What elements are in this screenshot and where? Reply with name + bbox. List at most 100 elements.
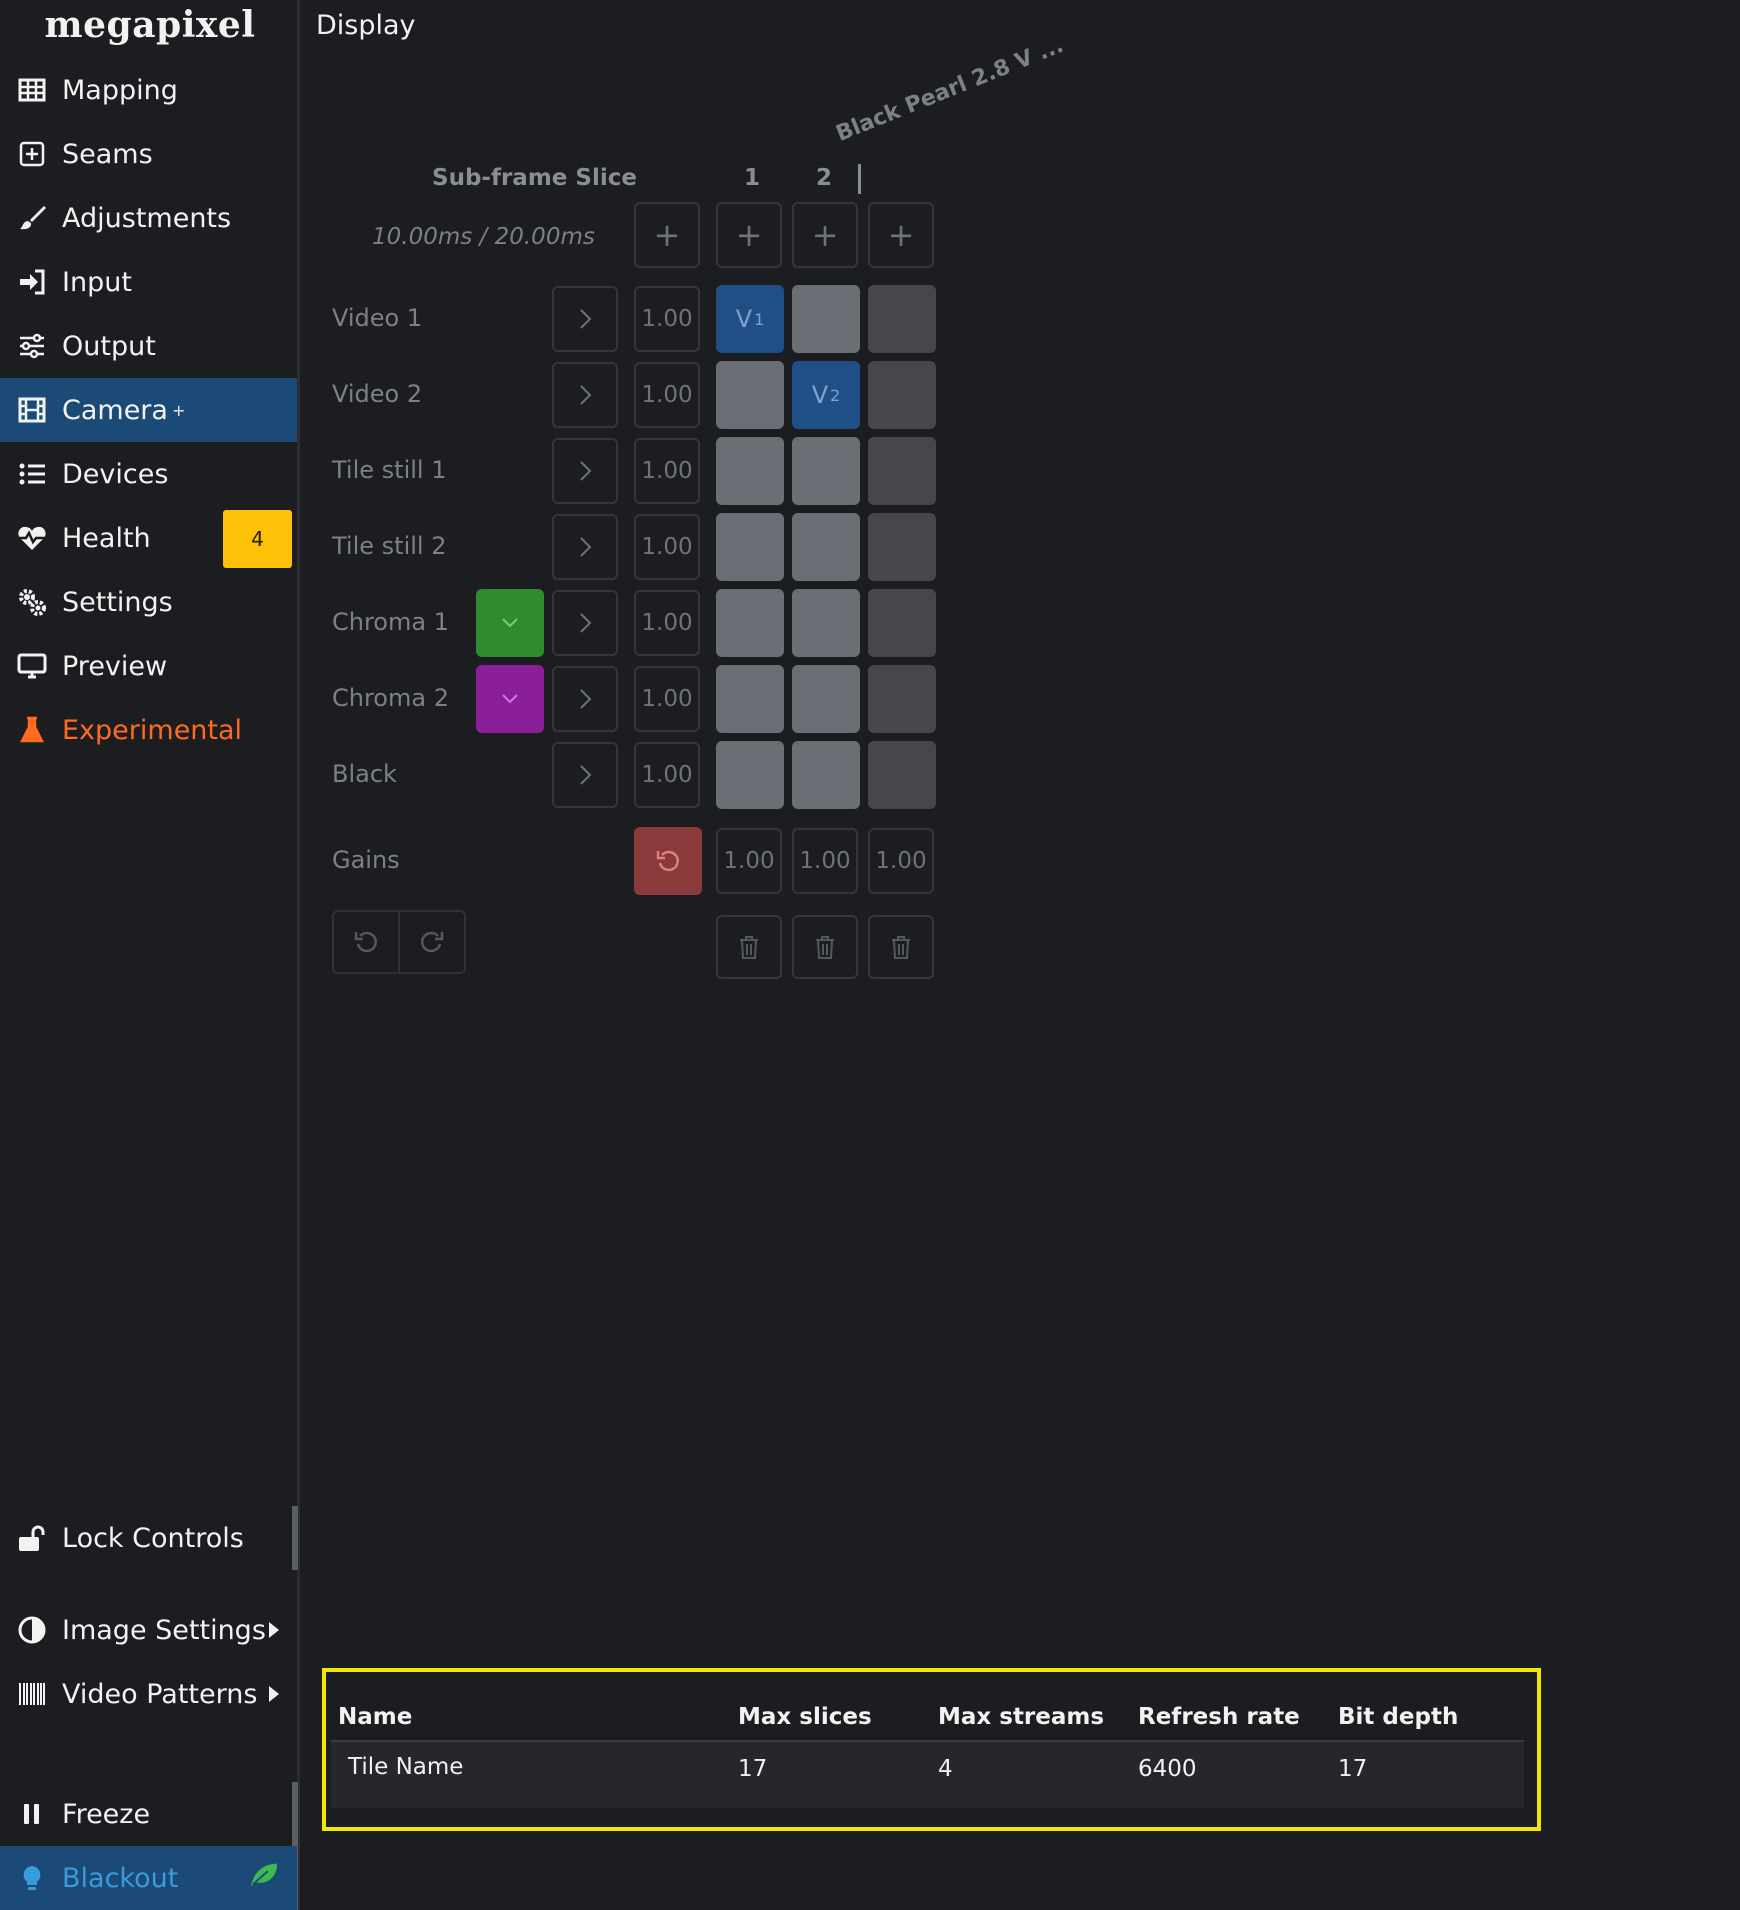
trash-icon <box>816 936 834 959</box>
chevron-down-icon <box>502 618 518 628</box>
slice-gain-input[interactable]: 1.00 <box>868 828 934 894</box>
camera-superscript: + <box>171 400 186 420</box>
sidebar-item-experimental[interactable]: Experimental <box>0 698 297 762</box>
blackout-button[interactable]: Blackout <box>0 1846 297 1910</box>
slice-cell[interactable] <box>868 513 936 581</box>
heartbeat-icon <box>16 522 48 554</box>
sidebar-item-input[interactable]: Input <box>0 250 297 314</box>
add-row-button[interactable]: + <box>634 202 700 268</box>
column-header-bit-depth: Bit depth <box>1338 1704 1459 1730</box>
chroma-color-picker[interactable] <box>476 665 544 733</box>
sliders-icon <box>16 330 48 362</box>
slice-gain-input[interactable]: 1.00 <box>792 828 858 894</box>
row-label: Video 1 <box>332 304 423 332</box>
sidebar-item-adjustments[interactable]: Adjustments <box>0 186 297 250</box>
add-slice-button[interactable]: + <box>716 202 782 268</box>
sidebar-item-label: Input <box>62 266 132 298</box>
plus-icon: + <box>653 216 681 254</box>
row-gain-input[interactable]: 1.00 <box>634 590 700 656</box>
sidebar-item-preview[interactable]: Preview <box>0 634 297 698</box>
slice-cell[interactable] <box>716 513 784 581</box>
expand-row-button[interactable] <box>552 286 618 352</box>
expand-row-button[interactable] <box>552 438 618 504</box>
image-settings-menu[interactable]: Image Settings <box>0 1598 297 1662</box>
list-icon <box>16 458 48 490</box>
row-gain-input[interactable]: 1.00 <box>634 666 700 732</box>
video-patterns-menu[interactable]: Video Patterns <box>0 1662 297 1726</box>
row-gain-input[interactable]: 1.00 <box>634 286 700 352</box>
sidebar-item-label: Preview <box>62 650 168 682</box>
delete-slice-button[interactable] <box>868 915 934 979</box>
undo-button[interactable] <box>334 912 400 972</box>
lock-controls-button[interactable]: Lock Controls <box>0 1506 297 1570</box>
slice-gain-input[interactable]: 1.00 <box>716 828 782 894</box>
add-slice-button[interactable]: + <box>868 202 934 268</box>
subframe-slice-label: Sub-frame Slice <box>432 165 637 191</box>
slice-cell[interactable] <box>716 361 784 429</box>
freeze-button[interactable]: Freeze <box>0 1782 297 1846</box>
undo-redo-group <box>332 910 466 974</box>
plus-icon: + <box>811 216 839 254</box>
chevron-right-icon <box>580 689 592 709</box>
slice-cell[interactable] <box>792 437 860 505</box>
device-column-header: Black Pearl 2.8 V ... <box>832 32 1068 147</box>
scrollbar-thumb[interactable] <box>292 1506 298 1570</box>
row-gain-input[interactable]: 1.00 <box>634 362 700 428</box>
slice-cell[interactable] <box>716 665 784 733</box>
expand-row-button[interactable] <box>552 362 618 428</box>
slice-cell[interactable] <box>868 665 936 733</box>
delete-slice-button[interactable] <box>792 915 858 979</box>
freeze-label: Freeze <box>62 1798 151 1830</box>
slice-cell[interactable] <box>716 741 784 809</box>
slice-cell[interactable] <box>716 437 784 505</box>
slice-cell[interactable] <box>868 437 936 505</box>
plus-icon: + <box>735 216 763 254</box>
sidebar-item-settings[interactable]: Settings <box>0 570 297 634</box>
table-row[interactable]: Tile Name 17 4 6400 17 <box>331 1740 1524 1808</box>
expand-row-button[interactable] <box>552 742 618 808</box>
chevron-right-icon <box>580 461 592 481</box>
expand-row-button[interactable] <box>552 590 618 656</box>
slice-cell[interactable] <box>792 741 860 809</box>
chroma-color-picker[interactable] <box>476 589 544 657</box>
slice-cell[interactable] <box>792 589 860 657</box>
row-gain-input[interactable]: 1.00 <box>634 514 700 580</box>
expand-row-button[interactable] <box>552 666 618 732</box>
slice-cell[interactable] <box>868 741 936 809</box>
sidebar-item-mapping[interactable]: Mapping <box>0 58 297 122</box>
redo-button[interactable] <box>400 912 464 972</box>
sign-in-icon <box>16 266 48 298</box>
chevron-right-icon <box>580 537 592 557</box>
expand-row-button[interactable] <box>552 514 618 580</box>
delete-slice-button[interactable] <box>716 915 782 979</box>
sidebar-item-label: Camera <box>62 394 168 426</box>
slice-cell[interactable] <box>868 285 936 353</box>
add-slice-button[interactable]: + <box>792 202 858 268</box>
slice-cell[interactable] <box>716 589 784 657</box>
leaf-icon <box>249 1860 279 1897</box>
monitor-icon <box>16 650 48 682</box>
gains-label: Gains <box>332 846 400 874</box>
sidebar-item-seams[interactable]: Seams <box>0 122 297 186</box>
slice-cell[interactable] <box>792 665 860 733</box>
sidebar-item-devices[interactable]: Devices <box>0 442 297 506</box>
chevron-right-icon <box>580 309 592 329</box>
sidebar-item-label: Settings <box>62 586 173 618</box>
sidebar-item-health[interactable]: Health 4 <box>0 506 297 570</box>
sidebar-item-label: Health <box>62 522 151 554</box>
reset-gains-button[interactable] <box>634 827 702 895</box>
tile-name-cell: Tile Name <box>348 1754 464 1780</box>
slice-cell[interactable] <box>868 589 936 657</box>
row-gain-input[interactable]: 1.00 <box>634 438 700 504</box>
slice-cell[interactable] <box>868 361 936 429</box>
undo-icon <box>354 931 378 953</box>
sidebar-item-camera[interactable]: Camera + <box>0 378 297 442</box>
slice-cell[interactable] <box>792 513 860 581</box>
sidebar-item-output[interactable]: Output <box>0 314 297 378</box>
chevron-right-icon <box>580 765 592 785</box>
blackout-label: Blackout <box>62 1862 179 1894</box>
row-gain-input[interactable]: 1.00 <box>634 742 700 808</box>
slice-cell[interactable] <box>792 285 860 353</box>
